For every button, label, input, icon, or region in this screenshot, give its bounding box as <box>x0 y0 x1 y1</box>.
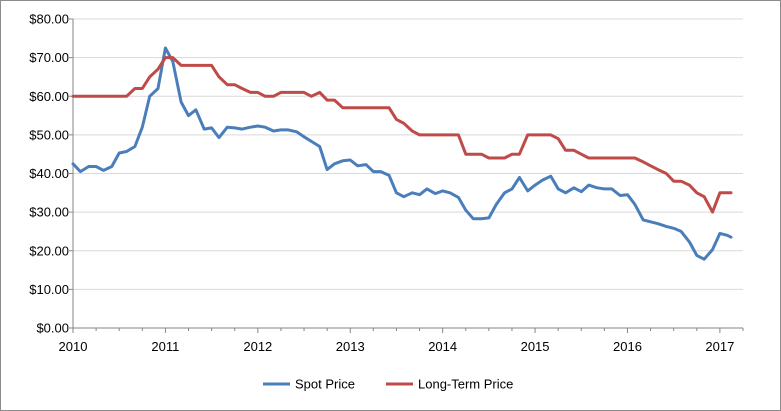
y-tick-label: $80.00 <box>29 12 69 27</box>
x-tick-label: 2012 <box>243 339 272 354</box>
y-tick-label: $10.00 <box>29 282 69 297</box>
y-tick-label: $0.00 <box>36 321 69 336</box>
x-tick-label: 2014 <box>428 339 457 354</box>
legend-label-long-term-price: Long-Term Price <box>418 377 513 392</box>
y-tick-label: $70.00 <box>29 50 69 65</box>
y-tick-label: $30.00 <box>29 205 69 220</box>
y-tick-label: $20.00 <box>29 243 69 258</box>
series-lines <box>71 46 733 261</box>
x-tick-label: 2010 <box>59 339 88 354</box>
x-tick-label: 2016 <box>613 339 642 354</box>
y-tick-label: $50.00 <box>29 127 69 142</box>
axes: $0.00 $10.00 $20.00 $30.00 $40.00 $50.00 $60.0… <box>29 12 744 354</box>
legend: Spot Price Long-Term Price <box>263 377 513 392</box>
x-tick-label: 2013 <box>336 339 365 354</box>
series-line-spot-price <box>71 46 733 261</box>
x-tick-label: 2011 <box>151 339 179 354</box>
legend-label-spot-price: Spot Price <box>295 377 355 392</box>
x-tick-label: 2015 <box>521 339 550 354</box>
gridlines <box>73 18 743 290</box>
y-tick-label: $40.00 <box>29 166 69 181</box>
series-line-long-term-price <box>71 56 733 214</box>
y-tick-label: $60.00 <box>29 89 69 104</box>
x-tick-label: 2017 <box>705 339 734 354</box>
